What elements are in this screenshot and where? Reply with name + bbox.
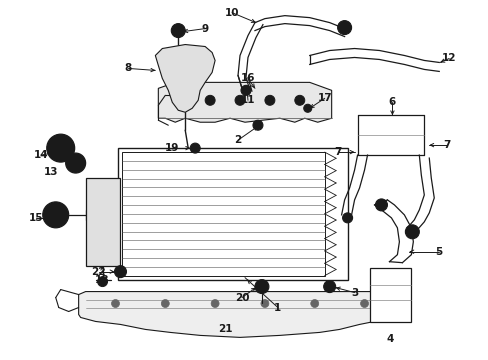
Text: 8: 8 [124, 63, 132, 73]
Text: 11: 11 [240, 95, 255, 105]
Text: 15: 15 [28, 213, 43, 223]
Polygon shape [155, 45, 215, 112]
Circle shape [259, 284, 264, 289]
Bar [369, 268, 410, 323]
Text: 6: 6 [388, 97, 395, 107]
Text: 18: 18 [95, 275, 110, 285]
Circle shape [117, 269, 123, 275]
Text: 13: 13 [43, 167, 58, 177]
Circle shape [241, 85, 250, 95]
Text: 10: 10 [224, 8, 239, 18]
Circle shape [190, 143, 200, 153]
Circle shape [205, 95, 215, 105]
Circle shape [326, 284, 332, 289]
Circle shape [114, 266, 126, 278]
Circle shape [47, 134, 75, 162]
Circle shape [303, 104, 311, 112]
Circle shape [261, 300, 268, 307]
Text: 9: 9 [201, 24, 208, 33]
Circle shape [65, 153, 85, 173]
Circle shape [405, 225, 419, 239]
Circle shape [337, 21, 351, 35]
Circle shape [252, 120, 263, 130]
Circle shape [71, 158, 81, 168]
Text: 2: 2 [234, 135, 241, 145]
Polygon shape [158, 82, 331, 122]
Circle shape [192, 146, 197, 150]
Text: 5: 5 [435, 247, 442, 257]
Circle shape [342, 213, 352, 223]
Text: 4: 4 [386, 334, 393, 345]
Circle shape [161, 300, 169, 307]
Bar [118, 148, 347, 280]
Text: 17: 17 [317, 93, 331, 103]
Circle shape [310, 300, 318, 307]
Text: 7: 7 [443, 140, 450, 150]
Text: 22: 22 [91, 267, 105, 276]
Text: 16: 16 [240, 73, 255, 84]
Text: 21: 21 [217, 324, 232, 334]
Circle shape [360, 300, 368, 307]
Circle shape [111, 300, 119, 307]
Circle shape [294, 95, 304, 105]
Text: 7: 7 [333, 147, 341, 157]
Circle shape [53, 140, 68, 156]
Bar [122, 152, 324, 276]
Text: 19: 19 [165, 143, 179, 153]
Polygon shape [79, 292, 381, 337]
Text: 12: 12 [441, 54, 455, 63]
Text: 20: 20 [234, 293, 249, 302]
Circle shape [211, 300, 219, 307]
Bar [85, 178, 120, 266]
Circle shape [98, 276, 107, 287]
Text: 14: 14 [33, 150, 48, 160]
Circle shape [235, 95, 244, 105]
Circle shape [323, 280, 335, 293]
Circle shape [58, 145, 63, 151]
Circle shape [49, 208, 62, 222]
Circle shape [174, 27, 182, 35]
Circle shape [375, 199, 386, 211]
Circle shape [42, 202, 68, 228]
Circle shape [171, 24, 185, 37]
Text: 1: 1 [274, 302, 281, 312]
Circle shape [264, 95, 274, 105]
Text: 3: 3 [350, 288, 358, 298]
Circle shape [254, 280, 268, 293]
